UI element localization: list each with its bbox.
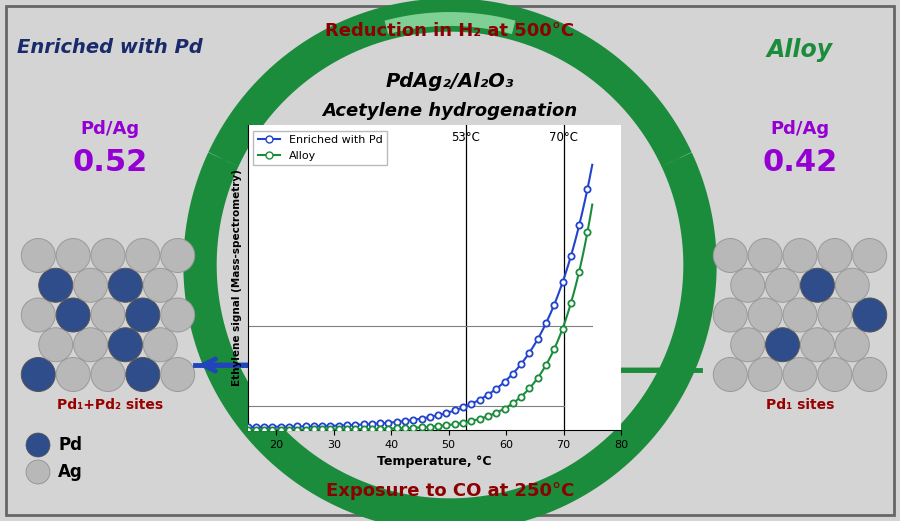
Circle shape: [835, 328, 869, 362]
Circle shape: [835, 268, 869, 302]
Circle shape: [818, 239, 851, 272]
Text: Exposure to CO at 250°C: Exposure to CO at 250°C: [326, 482, 574, 500]
Circle shape: [766, 328, 799, 362]
Text: 70°C: 70°C: [549, 131, 578, 144]
Circle shape: [800, 268, 834, 302]
Text: Reduction in H₂ at 500°C: Reduction in H₂ at 500°C: [326, 22, 574, 40]
Circle shape: [800, 328, 834, 362]
Circle shape: [22, 357, 55, 391]
Text: 0.52: 0.52: [72, 148, 148, 177]
Text: Pd/Ag: Pd/Ag: [80, 120, 140, 138]
Circle shape: [161, 357, 194, 391]
Circle shape: [731, 328, 765, 362]
Text: Pd/Ag: Pd/Ag: [770, 120, 830, 138]
Text: Enriched with Pd: Enriched with Pd: [17, 38, 202, 57]
Circle shape: [108, 268, 142, 302]
Text: 0.42: 0.42: [762, 148, 838, 177]
Circle shape: [39, 268, 73, 302]
Legend: Enriched with Pd, Alloy: Enriched with Pd, Alloy: [253, 131, 387, 165]
Circle shape: [26, 460, 50, 484]
Circle shape: [143, 328, 177, 362]
Circle shape: [91, 298, 125, 332]
Circle shape: [108, 328, 142, 362]
Circle shape: [91, 357, 125, 391]
Circle shape: [818, 298, 851, 332]
Circle shape: [852, 239, 886, 272]
Circle shape: [22, 239, 55, 272]
Circle shape: [783, 298, 817, 332]
Circle shape: [714, 357, 747, 391]
Circle shape: [74, 268, 108, 302]
Text: Alloy: Alloy: [767, 38, 833, 62]
Text: PdAg₂/Al₂O₃: PdAg₂/Al₂O₃: [386, 72, 514, 91]
Circle shape: [748, 298, 782, 332]
Circle shape: [783, 239, 817, 272]
Circle shape: [143, 268, 177, 302]
Circle shape: [748, 239, 782, 272]
Circle shape: [56, 357, 90, 391]
Circle shape: [731, 268, 765, 302]
Circle shape: [74, 328, 108, 362]
Circle shape: [56, 239, 90, 272]
Circle shape: [783, 357, 817, 391]
Circle shape: [714, 239, 747, 272]
Circle shape: [126, 357, 160, 391]
Circle shape: [56, 298, 90, 332]
Circle shape: [39, 328, 73, 362]
Circle shape: [91, 239, 125, 272]
X-axis label: Temperature, °C: Temperature, °C: [377, 455, 491, 468]
Circle shape: [22, 298, 55, 332]
Circle shape: [714, 298, 747, 332]
Text: Pd₁+Pd₂ sites: Pd₁+Pd₂ sites: [57, 398, 163, 412]
Text: 53°C: 53°C: [452, 131, 481, 144]
Text: Acetylene hydrogenation: Acetylene hydrogenation: [322, 102, 578, 120]
Text: Ag: Ag: [58, 463, 83, 481]
Text: Pd₁ sites: Pd₁ sites: [766, 398, 834, 412]
Circle shape: [161, 239, 194, 272]
Circle shape: [852, 298, 886, 332]
Circle shape: [26, 433, 50, 457]
Circle shape: [748, 357, 782, 391]
Circle shape: [852, 357, 886, 391]
Y-axis label: Ethylene signal (Mass-spectrometry): Ethylene signal (Mass-spectrometry): [232, 169, 242, 386]
Circle shape: [161, 298, 194, 332]
Circle shape: [818, 357, 851, 391]
Circle shape: [766, 268, 799, 302]
Circle shape: [126, 239, 160, 272]
Circle shape: [126, 298, 160, 332]
Text: Pd: Pd: [58, 436, 82, 454]
